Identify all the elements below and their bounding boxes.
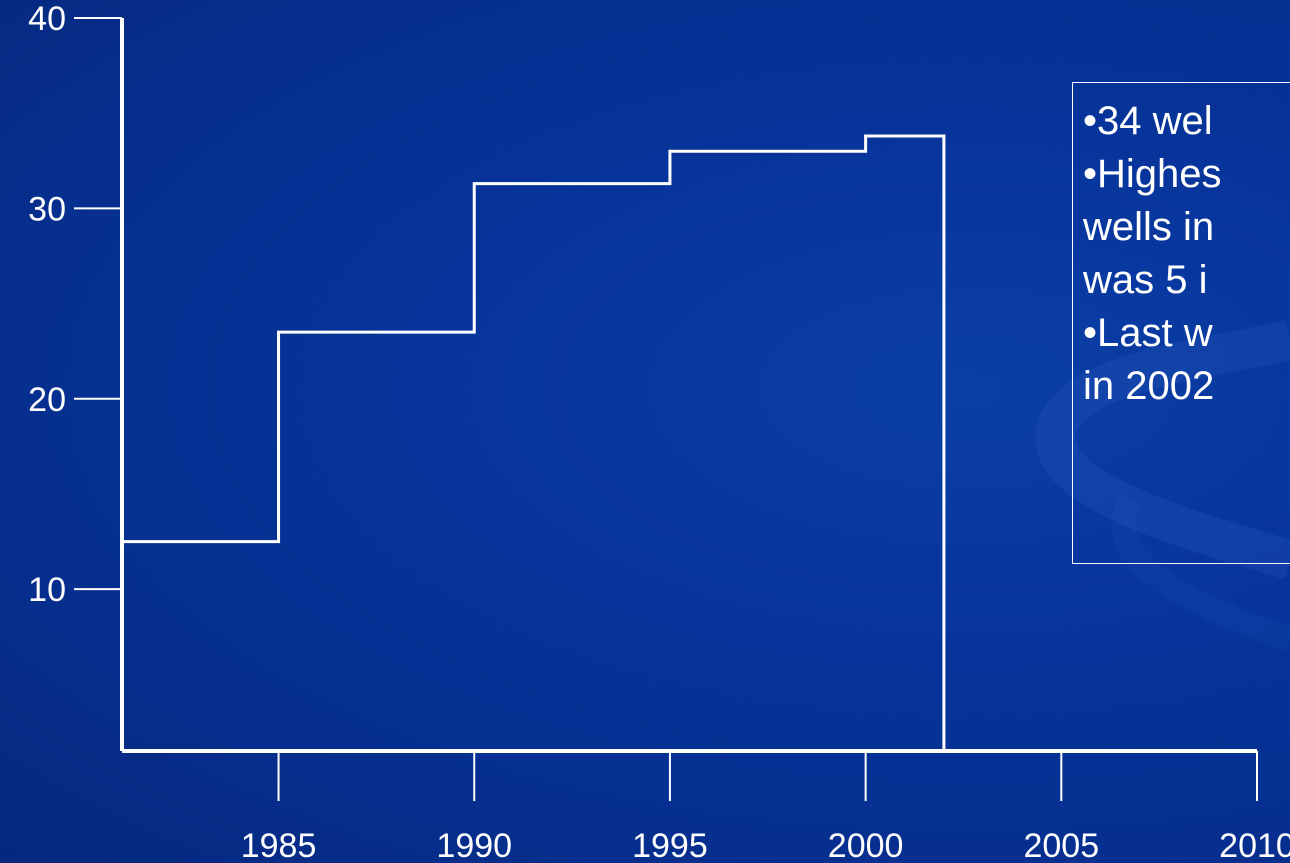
series-line xyxy=(122,134,946,751)
annotation-line: •Last w xyxy=(1083,311,1213,355)
y-tick-label: 10 xyxy=(28,571,66,609)
annotation-line: •Highes xyxy=(1083,152,1222,196)
annotation-line: in 2002 xyxy=(1083,364,1215,408)
x-axis-ticks: 1985 1990 1995 2000 2005 2010 xyxy=(241,751,1290,863)
y-tick-label: 40 xyxy=(28,0,66,38)
x-tick-label: 2010 xyxy=(1219,827,1290,863)
x-tick-label: 2005 xyxy=(1023,827,1099,863)
x-tick-label: 2000 xyxy=(828,827,904,863)
annotation-line: wells in xyxy=(1083,205,1215,249)
axes xyxy=(120,18,1257,753)
y-tick-label: 30 xyxy=(28,190,66,228)
y-axis-ticks: 10 20 30 40 xyxy=(28,0,122,609)
annotation-line: was 5 i xyxy=(1083,258,1208,302)
x-tick-label: 1985 xyxy=(241,827,317,863)
x-tick-label: 1990 xyxy=(436,827,512,863)
y-tick-label: 20 xyxy=(28,381,66,419)
annotation-line: •34 wel xyxy=(1083,99,1213,143)
x-tick-label: 1995 xyxy=(632,827,708,863)
annotation-box: •34 wel •Highes wells in was 5 i •Last w in 2… xyxy=(1072,82,1290,564)
